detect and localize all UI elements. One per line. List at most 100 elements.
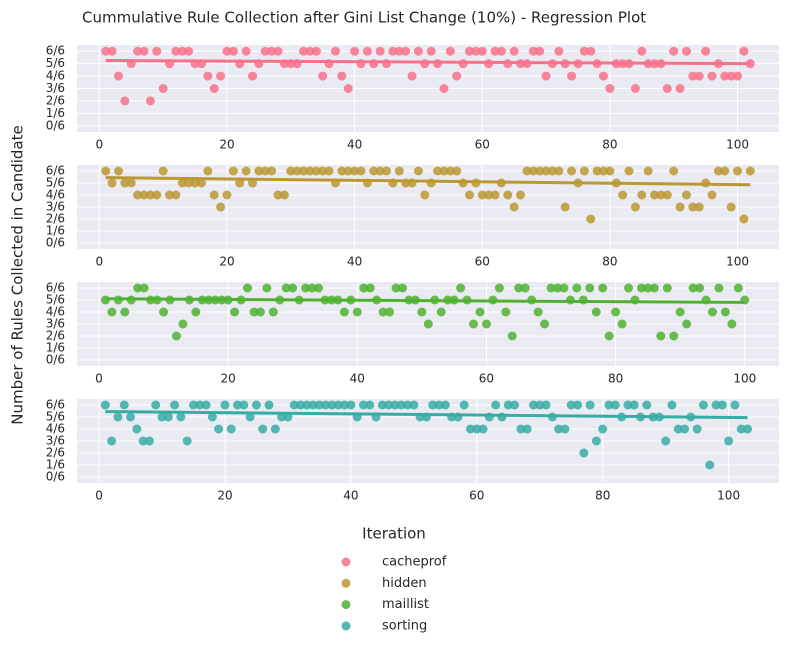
scatter-point	[733, 71, 743, 81]
y-tick-label: 3/6	[46, 434, 65, 448]
scatter-point	[311, 166, 321, 176]
scatter-point	[337, 71, 347, 81]
x-tick-label: 80	[595, 489, 610, 503]
y-tick-label: 0/6	[46, 236, 65, 250]
y-tick-label: 2/6	[46, 446, 65, 460]
scatter-point	[481, 319, 491, 329]
x-tick-label: 80	[602, 138, 617, 152]
scatter-point	[220, 400, 230, 410]
legend-marker	[341, 621, 351, 631]
legend-label: cacheprof	[382, 555, 447, 570]
scatter-point	[611, 307, 621, 317]
scatter-point	[222, 46, 232, 56]
y-tick-label: 3/6	[46, 81, 65, 95]
x-tick-label: 100	[726, 138, 749, 152]
scatter-point	[403, 400, 413, 410]
scatter-point	[698, 400, 708, 410]
scatter-point	[241, 46, 251, 56]
scatter-point	[456, 283, 466, 293]
scatter-point	[726, 71, 736, 81]
scatter-point	[675, 202, 685, 212]
scatter-point	[605, 84, 615, 93]
scatter-point	[637, 46, 647, 56]
scatter-point	[171, 46, 181, 56]
scatter-point	[264, 400, 274, 410]
scatter-point	[566, 400, 576, 410]
scatter-point	[302, 400, 312, 410]
y-tick-label: 6/6	[46, 281, 65, 295]
scatter-point	[417, 307, 427, 317]
scatter-point	[739, 46, 749, 56]
scatter-point	[267, 46, 277, 56]
scatter-point	[170, 400, 180, 410]
scatter-point	[228, 46, 238, 56]
scatter-point	[339, 307, 349, 317]
scatter-point	[420, 190, 430, 200]
scatter-point	[720, 71, 730, 81]
legend-marker	[341, 557, 351, 567]
scatter-point	[675, 84, 685, 93]
x-tick-label: 40	[350, 372, 365, 386]
scatter-point	[713, 166, 723, 176]
x-tick-label: 0	[96, 255, 104, 269]
scatter-point	[384, 400, 394, 410]
scatter-point	[214, 424, 224, 434]
scatter-point	[541, 71, 551, 81]
x-tick-label: 100	[733, 372, 756, 386]
y-tick-label: 6/6	[46, 44, 65, 58]
y-tick-label: 0/6	[46, 118, 65, 132]
scatter-point	[433, 166, 443, 176]
x-tick-label: 20	[219, 138, 234, 152]
scatter-point	[714, 283, 724, 293]
scatter-point	[477, 190, 487, 200]
scatter-point	[605, 166, 615, 176]
scatter-point	[356, 166, 366, 176]
scatter-point	[701, 46, 711, 56]
scatter-point	[669, 331, 679, 341]
scatter-point	[440, 400, 450, 410]
x-tick-label: 80	[608, 372, 623, 386]
y-tick-label: 3/6	[46, 200, 65, 214]
scatter-point	[554, 424, 564, 434]
scatter-point	[311, 46, 321, 56]
scatter-point	[507, 331, 517, 341]
y-tick-label: 6/6	[46, 398, 65, 412]
scatter-point	[520, 283, 530, 293]
x-tick-label: 60	[479, 372, 494, 386]
scatter-point	[559, 283, 569, 293]
scatter-point	[314, 283, 324, 293]
scatter-point	[426, 46, 436, 56]
scatter-point	[688, 202, 698, 212]
scatter-point	[171, 190, 181, 200]
scatter-point	[528, 166, 538, 176]
y-tick-label: 4/6	[46, 305, 65, 319]
regression-line	[105, 59, 751, 66]
scatter-point	[541, 400, 551, 410]
scatter-point	[299, 46, 309, 56]
scatter-point	[321, 400, 331, 410]
scatter-point	[203, 71, 213, 81]
scatter-point	[554, 166, 564, 176]
scatter-point	[669, 166, 679, 176]
scatter-point	[673, 424, 683, 434]
scatter-point	[688, 283, 698, 293]
scatter-point	[346, 400, 356, 410]
scatter-point	[662, 190, 672, 200]
scatter-point	[385, 307, 395, 317]
scatter-point	[598, 283, 608, 293]
x-tick-label: 40	[347, 255, 362, 269]
scatter-point	[133, 46, 143, 56]
x-tick-label: 100	[726, 255, 749, 269]
scatter-point	[528, 400, 538, 410]
scatter-point	[307, 283, 317, 293]
regression-line	[105, 297, 745, 304]
scatter-point	[579, 448, 589, 458]
scatter-point	[359, 283, 369, 293]
scatter-point	[662, 84, 672, 93]
scatter-point	[705, 460, 715, 470]
scatter-point	[636, 283, 646, 293]
scatter-point	[196, 178, 206, 188]
y-tick-label: 1/6	[46, 458, 65, 472]
scatter-point	[107, 46, 117, 56]
